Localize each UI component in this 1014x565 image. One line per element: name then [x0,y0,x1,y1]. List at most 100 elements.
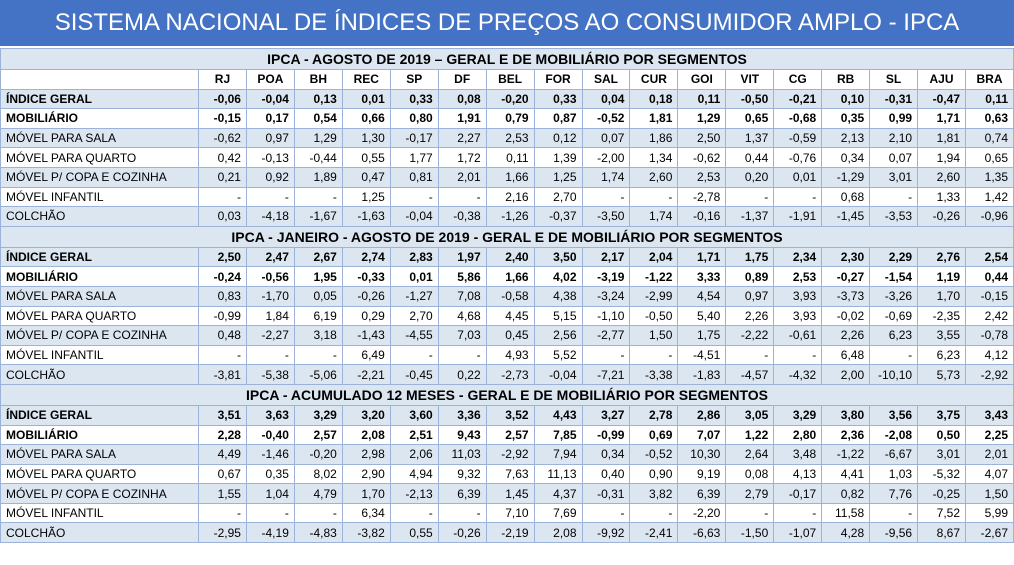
value-cell: 3,29 [773,404,823,426]
value-cell: - [581,344,631,366]
value-cell: -0,99 [198,305,247,327]
value-cell: 1,42 [965,186,1014,208]
column-header: AJU [917,69,966,90]
value-cell: -2,22 [725,325,775,346]
value-cell: -0,13 [245,147,295,168]
value-cell: 5,99 [965,502,1014,524]
value-cell: 1,66 [485,166,535,188]
value-cell: 1,25 [341,186,391,208]
value-cell: 2,25 [965,424,1014,446]
value-cell: 3,93 [773,305,823,327]
value-cell: 1,29 [677,108,727,129]
value-cell: - [725,186,775,208]
value-cell: -2,27 [245,325,295,346]
value-cell: 1,30 [341,127,391,149]
value-cell: - [725,502,775,524]
data-row: MÓVEL PARA SALA -0,62 0,97 1,29 1,30 -0,17 2,2… [0,127,1014,149]
data-row: MOBILIÁRIO -0,15 0,17 0,54 0,66 0,80 1,91 0,79 0… [0,108,1014,129]
data-row: MÓVEL INFANTIL - - -1,25- -2,16 2,70- - -2,78- -… [0,186,1014,208]
value-cell: 2,53 [773,266,823,287]
value-cell: -4,55 [389,325,439,346]
value-cell: 1,04 [245,483,295,504]
value-cell: 2,76 [917,246,966,268]
value-cell: 2,36 [821,424,871,446]
value-cell: - [773,344,823,366]
data-row: MÓVEL INFANTIL - - -6,34- -7,10 7,69- - -2,20- -… [0,502,1014,524]
value-cell: - [198,186,247,208]
value-cell: 3,18 [293,325,343,346]
value-cell: 1,81 [629,108,679,129]
value-cell: 0,79 [485,108,535,129]
value-cell: 2,26 [725,305,775,327]
value-cell: 1,71 [677,246,727,268]
value-cell: -0,27 [821,266,871,287]
value-cell: 4,02 [533,266,583,287]
value-cell: 8,67 [917,522,966,544]
value-cell: 0,34 [821,147,871,168]
value-cell: -10,10 [869,364,919,385]
value-cell: 6,34 [341,502,391,524]
value-cell: 7,03 [437,325,487,346]
value-cell: -3,81 [198,364,247,385]
value-cell: - [773,186,823,208]
value-cell: 0,97 [245,127,295,149]
value-cell: 3,56 [869,404,919,426]
value-cell: 0,54 [293,108,343,129]
value-cell: 0,89 [725,266,775,287]
value-cell: 2,60 [629,166,679,188]
value-cell: 0,45 [485,325,535,346]
value-cell: 1,45 [485,483,535,504]
value-cell: 2,60 [917,166,966,188]
data-row: ÍNDICE GERAL -0,06 -0,04 0,13 0,01 0,33 0,08 -0… [0,88,1014,110]
value-cell: 4,28 [821,522,871,544]
value-cell: 0,87 [533,108,583,129]
value-cell: -1,26 [485,206,535,227]
row-label: MÓVEL PARA SALA [0,285,199,307]
value-cell: -0,76 [773,147,823,168]
data-row: COLCHÃO -2,95 -4,19 -4,83 -3,82 0,55 -0,26 -2,1… [0,522,1014,544]
value-cell: 3,05 [725,404,775,426]
column-header: DF [437,69,487,90]
value-cell: -0,50 [629,305,679,327]
value-cell: 0,11 [485,147,535,168]
value-cell: 2,98 [341,444,391,465]
value-cell: -2,41 [629,522,679,544]
data-row: MÓVEL PARA QUARTO 0,67 0,35 8,02 2,90 4,94 9,3… [0,463,1014,485]
value-cell: -2,73 [485,364,535,385]
value-cell: 3,01 [917,444,966,465]
value-cell: 0,68 [821,186,871,208]
value-cell: -4,32 [773,364,823,385]
value-cell: 0,34 [581,444,631,465]
data-row: MÓVEL PARA QUARTO -0,99 1,84 6,19 0,29 2,70 4,… [0,305,1014,327]
value-cell: 4,49 [198,444,247,465]
value-cell: 2,86 [677,404,727,426]
value-cell: -0,33 [341,266,391,287]
value-cell: 0,10 [821,88,871,110]
value-cell: -1,22 [821,444,871,465]
value-cell: - [389,344,439,366]
value-cell: 3,63 [245,404,295,426]
value-cell: -4,51 [677,344,727,366]
value-cell: 0,44 [725,147,775,168]
value-cell: - [629,186,679,208]
row-label: MÓVEL INFANTIL [0,502,199,524]
value-cell: 1,94 [917,147,966,168]
value-cell: 0,35 [245,463,295,485]
value-cell: 1,71 [917,108,966,129]
value-cell: 0,66 [341,108,391,129]
section-title: IPCA - ACUMULADO 12 MESES - GERAL E DE M… [0,383,1014,406]
value-cell: 2,56 [533,325,583,346]
value-cell: 2,50 [677,127,727,149]
value-cell: 5,15 [533,305,583,327]
value-cell: -2,92 [485,444,535,465]
row-label: ÍNDICE GERAL [0,88,199,110]
value-cell: 3,82 [629,483,679,504]
value-cell: 0,50 [917,424,966,446]
value-cell: 1,55 [198,483,247,504]
row-label: MÓVEL PARA SALA [0,444,199,465]
value-cell: -1,45 [821,206,871,227]
value-cell: 4,54 [677,285,727,307]
value-cell: 1,70 [341,483,391,504]
value-cell: 1,25 [533,166,583,188]
value-cell: 2,51 [389,424,439,446]
